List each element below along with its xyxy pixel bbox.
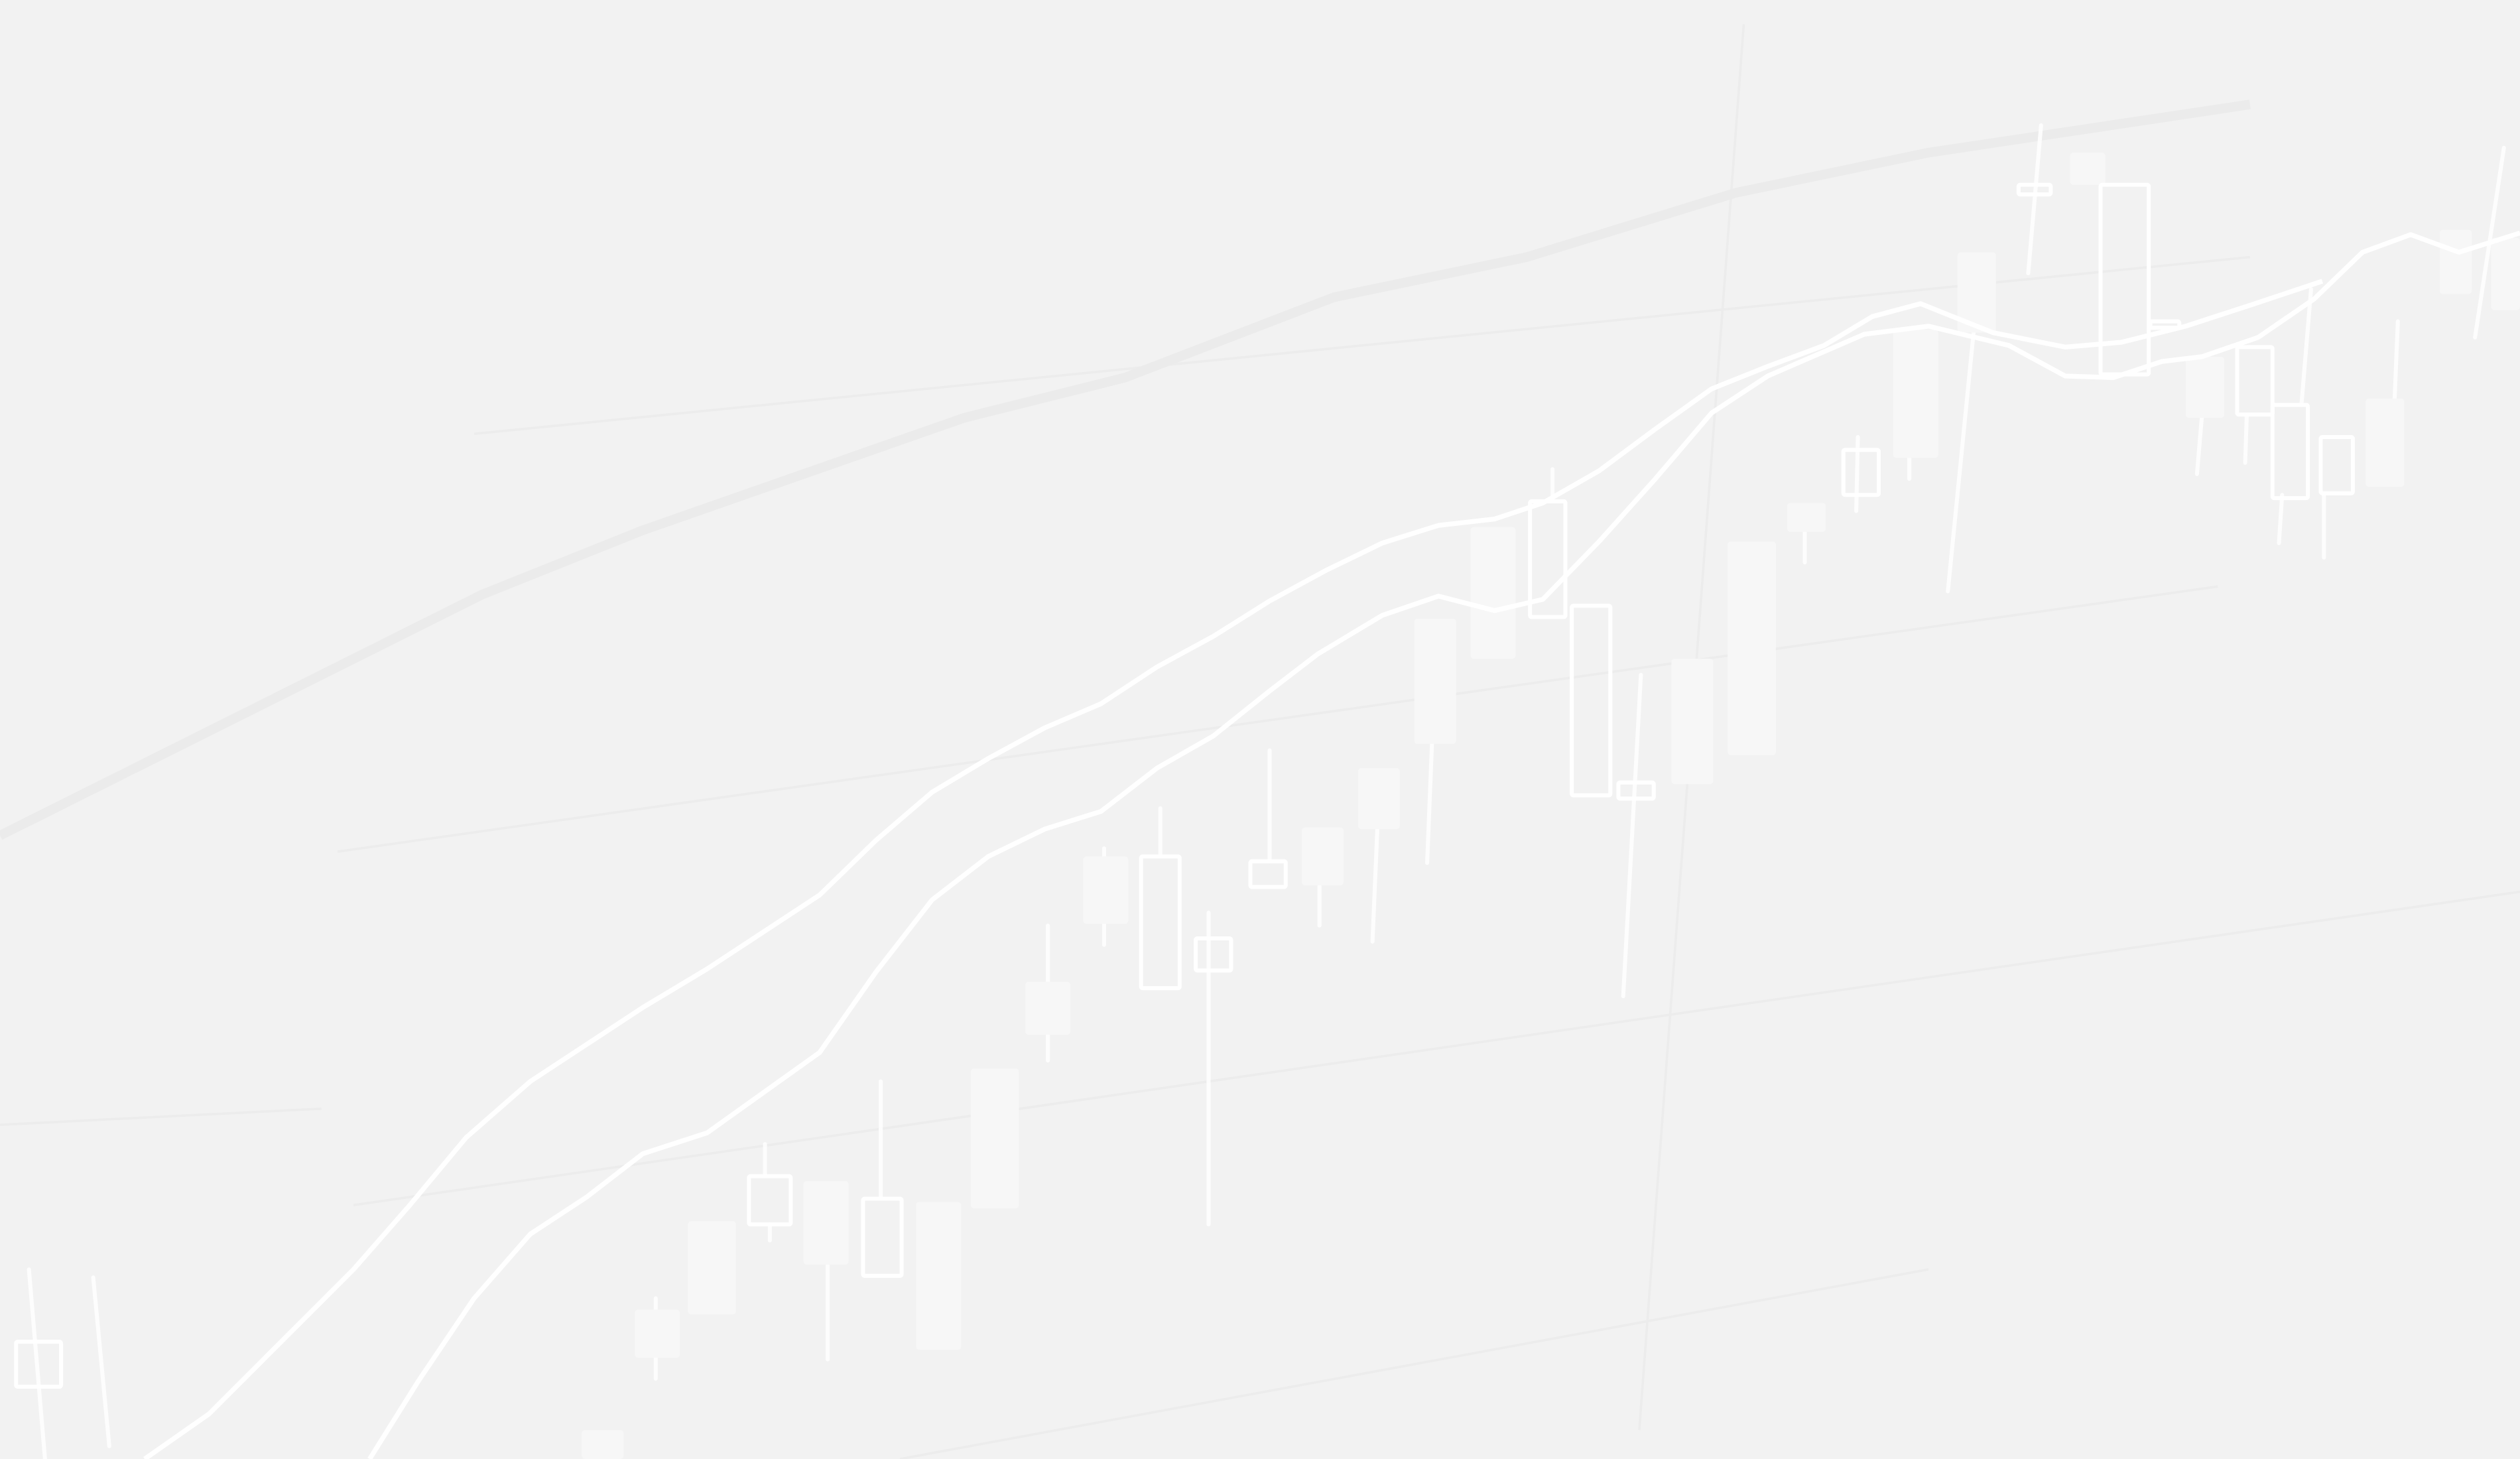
candle-body — [1728, 541, 1776, 755]
candle-wick — [1946, 330, 1976, 594]
candle-wick — [1621, 672, 1643, 999]
candle-body — [635, 1309, 680, 1358]
candle-wick — [2392, 319, 2400, 401]
candle-wick — [2194, 415, 2204, 476]
candle-body — [1025, 982, 1071, 1035]
candle-body — [1414, 618, 1456, 744]
candle-body-outline — [747, 1174, 793, 1227]
candle-body — [2365, 398, 2405, 487]
candle-body — [2070, 153, 2106, 185]
candle-body-outline — [2318, 435, 2355, 495]
grid-line — [337, 585, 2218, 853]
candle-body-outline — [14, 1340, 64, 1389]
candle-body-outline — [1248, 859, 1288, 889]
candle-body-outline — [1616, 780, 1656, 801]
moving-average-line — [367, 230, 2520, 1459]
candle-wick — [27, 1267, 47, 1459]
candle-body — [2491, 237, 2520, 310]
candle-body — [1671, 659, 1714, 785]
candle-body — [803, 1180, 849, 1265]
candle-body-outline — [861, 1196, 904, 1278]
candle-wick — [2277, 493, 2285, 545]
candle-body-outline — [1570, 603, 1613, 798]
candle-wick — [1370, 827, 1379, 944]
candle-wick — [2299, 287, 2313, 407]
candle-wick — [1425, 741, 1434, 865]
candle-body — [1470, 527, 1516, 659]
grid-line — [899, 1268, 1929, 1459]
candle-body — [1893, 329, 1938, 458]
candle-body — [1787, 503, 1826, 532]
candle-wick — [2243, 412, 2249, 465]
moving-average-line — [143, 279, 2324, 1459]
candle-body-outline — [1139, 854, 1182, 991]
candle-body-outline — [2148, 319, 2182, 330]
candle-body-outline — [2270, 403, 2310, 501]
candle-body — [2185, 356, 2225, 418]
trend-line — [0, 99, 2251, 840]
candle-body — [688, 1221, 736, 1314]
candle-body — [1083, 856, 1129, 924]
candle-body-outline — [2016, 182, 2053, 197]
candle-body — [1957, 252, 1996, 333]
grid-line — [0, 1107, 322, 1126]
candle-body — [1357, 768, 1400, 830]
grid-line — [473, 255, 2251, 435]
candle-body — [582, 1430, 624, 1459]
candle-body-outline — [1194, 936, 1233, 973]
grid-line — [353, 890, 2520, 1206]
candle-body — [1302, 827, 1344, 886]
candle-wick — [91, 1275, 111, 1448]
candle-body-outline — [1841, 448, 1881, 497]
candle-wick — [2026, 123, 2043, 275]
candle-body-outline — [2235, 345, 2275, 417]
candle-body — [916, 1202, 962, 1350]
candle-body — [2439, 229, 2472, 294]
candle-body — [970, 1068, 1019, 1209]
